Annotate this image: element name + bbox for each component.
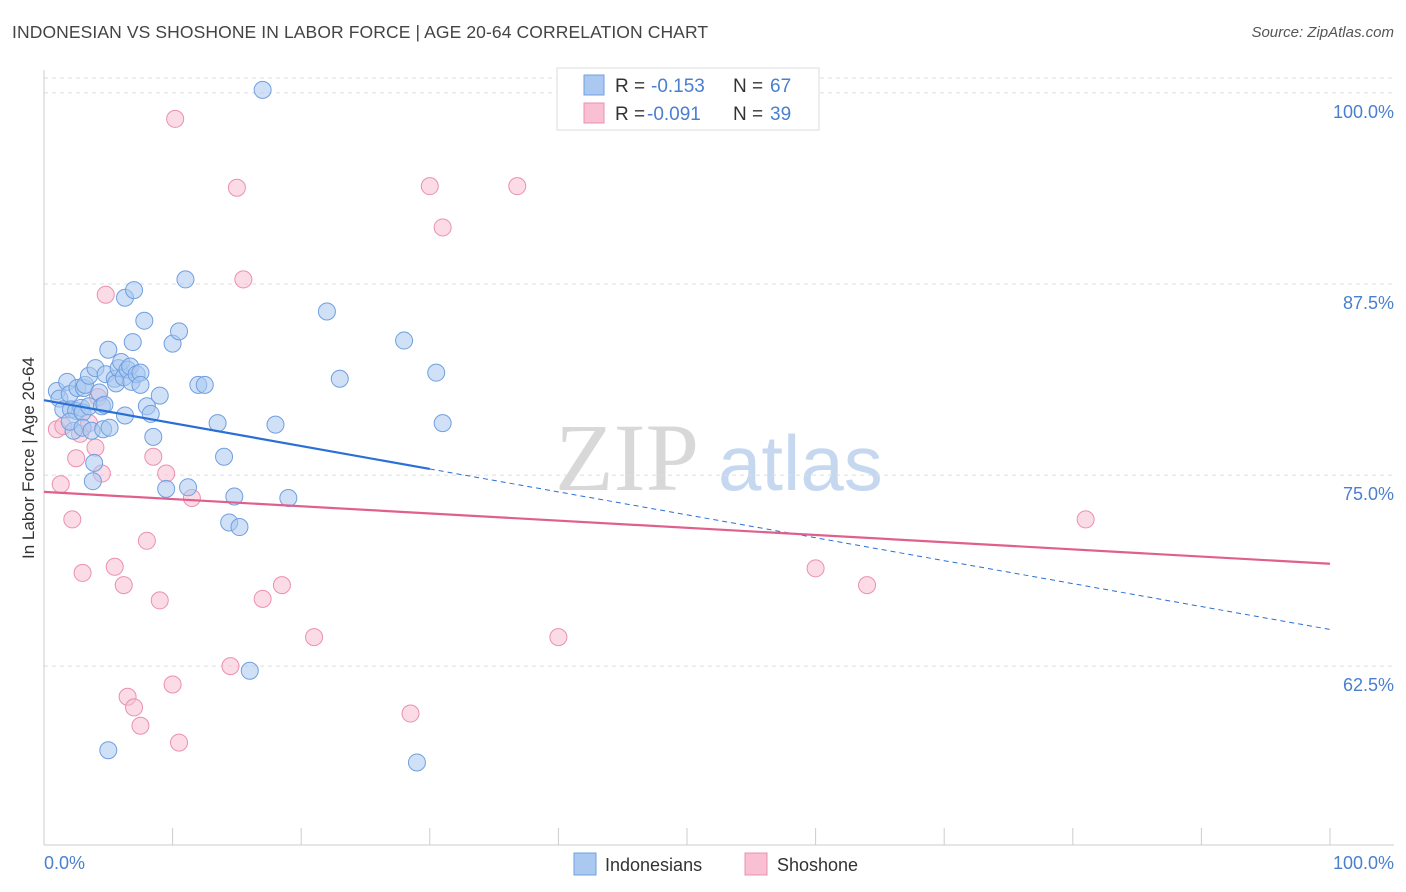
point-shoshone [131, 716, 150, 735]
point-indonesians [230, 518, 249, 537]
point-shoshone [401, 704, 420, 723]
point-indonesians [215, 447, 234, 466]
point-shoshone [67, 449, 86, 468]
point-indonesians [95, 395, 114, 414]
point-indonesians [225, 487, 244, 506]
legend-n-label-indonesians: N = [733, 76, 763, 97]
y-tick-label: 62.5% [1343, 675, 1394, 695]
y-axis-title: In Labor Force | Age 20-64 [19, 357, 38, 559]
legend-swatch-shoshone [583, 102, 605, 124]
point-shoshone [73, 563, 92, 582]
point-indonesians [433, 414, 452, 433]
point-shoshone [549, 628, 568, 647]
series-shoshone [47, 109, 1095, 752]
point-shoshone [858, 576, 877, 595]
gridlines [44, 77, 1394, 667]
y-tick-label: 75.0% [1343, 484, 1394, 504]
point-shoshone [420, 177, 439, 196]
watermark: ZIP atlas [555, 404, 883, 511]
bottom-legend-swatch-indonesians [573, 852, 597, 876]
legend-r-value-shoshone: -0.091 [647, 104, 701, 125]
point-shoshone [86, 438, 105, 457]
point-indonesians [123, 333, 142, 352]
point-indonesians [157, 479, 176, 498]
x-tick-label-min: 0.0% [44, 853, 85, 873]
legend-r-label-shoshone: R = [615, 104, 645, 125]
point-shoshone [157, 464, 176, 483]
trend-line-indonesians [43, 399, 430, 471]
point-indonesians [427, 363, 446, 382]
point-shoshone [137, 531, 156, 550]
point-indonesians [150, 386, 169, 405]
point-shoshone [253, 589, 272, 608]
x-tick-label-max: 100.0% [1333, 853, 1394, 873]
point-shoshone [63, 510, 82, 529]
point-indonesians [85, 453, 104, 472]
point-indonesians [266, 415, 285, 434]
point-indonesians [176, 270, 195, 289]
series-indonesians [47, 80, 452, 772]
legend-r-label-indonesians: R = [615, 76, 645, 97]
point-shoshone [166, 109, 185, 128]
point-indonesians [330, 369, 349, 388]
point-shoshone [125, 698, 144, 717]
y-tick-label: 87.5% [1343, 293, 1394, 313]
point-indonesians [144, 427, 163, 446]
trend-line-shoshone [43, 490, 1331, 565]
point-shoshone [96, 285, 115, 304]
point-indonesians [179, 478, 198, 497]
point-shoshone [272, 576, 291, 595]
point-shoshone [1076, 510, 1095, 529]
point-shoshone [221, 657, 240, 676]
point-shoshone [114, 576, 133, 595]
bottom-legend-swatch-shoshone [744, 852, 768, 876]
point-shoshone [227, 178, 246, 197]
point-indonesians [395, 331, 414, 350]
watermark-zip: ZIP [555, 404, 699, 511]
watermark-atlas: atlas [718, 419, 883, 507]
legend-n-value-indonesians: 67 [770, 76, 791, 97]
point-shoshone [51, 475, 70, 494]
point-indonesians [100, 418, 119, 437]
point-indonesians [131, 375, 150, 394]
legend: R = -0.153 N = 67 R = -0.091 N = 39 [556, 67, 820, 131]
point-indonesians [279, 489, 298, 508]
point-shoshone [150, 591, 169, 610]
chart-source: Source: ZipAtlas.com [1251, 24, 1394, 41]
point-shoshone [105, 557, 124, 576]
point-shoshone [144, 447, 163, 466]
bottom-legend-label-indonesians: Indonesians [605, 855, 702, 875]
point-indonesians [83, 472, 102, 491]
point-shoshone [806, 559, 825, 578]
point-shoshone [163, 675, 182, 694]
legend-r-value-indonesians: -0.153 [651, 76, 705, 97]
bottom-legend-label-shoshone: Shoshone [777, 855, 858, 875]
point-indonesians [99, 340, 118, 359]
legend-swatch-indonesians [583, 74, 605, 96]
point-shoshone [433, 218, 452, 237]
legend-n-label-shoshone: N = [733, 104, 763, 125]
point-indonesians [195, 375, 214, 394]
point-shoshone [234, 270, 253, 289]
y-tick-labels: 62.5% 75.0% 87.5% 100.0% [1333, 102, 1394, 695]
point-indonesians [317, 302, 336, 321]
point-indonesians [170, 322, 189, 341]
point-indonesians [125, 281, 144, 300]
chart-title: INDONESIAN VS SHOSHONE IN LABOR FORCE | … [12, 22, 709, 42]
point-shoshone [170, 733, 189, 752]
bottom-legend: Indonesians Shoshone [573, 852, 858, 876]
legend-n-value-shoshone: 39 [770, 104, 791, 125]
point-shoshone [508, 177, 527, 196]
point-indonesians [253, 80, 272, 99]
y-tick-label: 100.0% [1333, 102, 1394, 122]
point-indonesians [99, 741, 118, 760]
trend-lines [43, 399, 1331, 630]
point-indonesians [135, 311, 154, 330]
point-indonesians [240, 661, 259, 680]
x-ticks [43, 828, 1331, 845]
point-indonesians [407, 753, 426, 772]
point-shoshone [305, 628, 324, 647]
